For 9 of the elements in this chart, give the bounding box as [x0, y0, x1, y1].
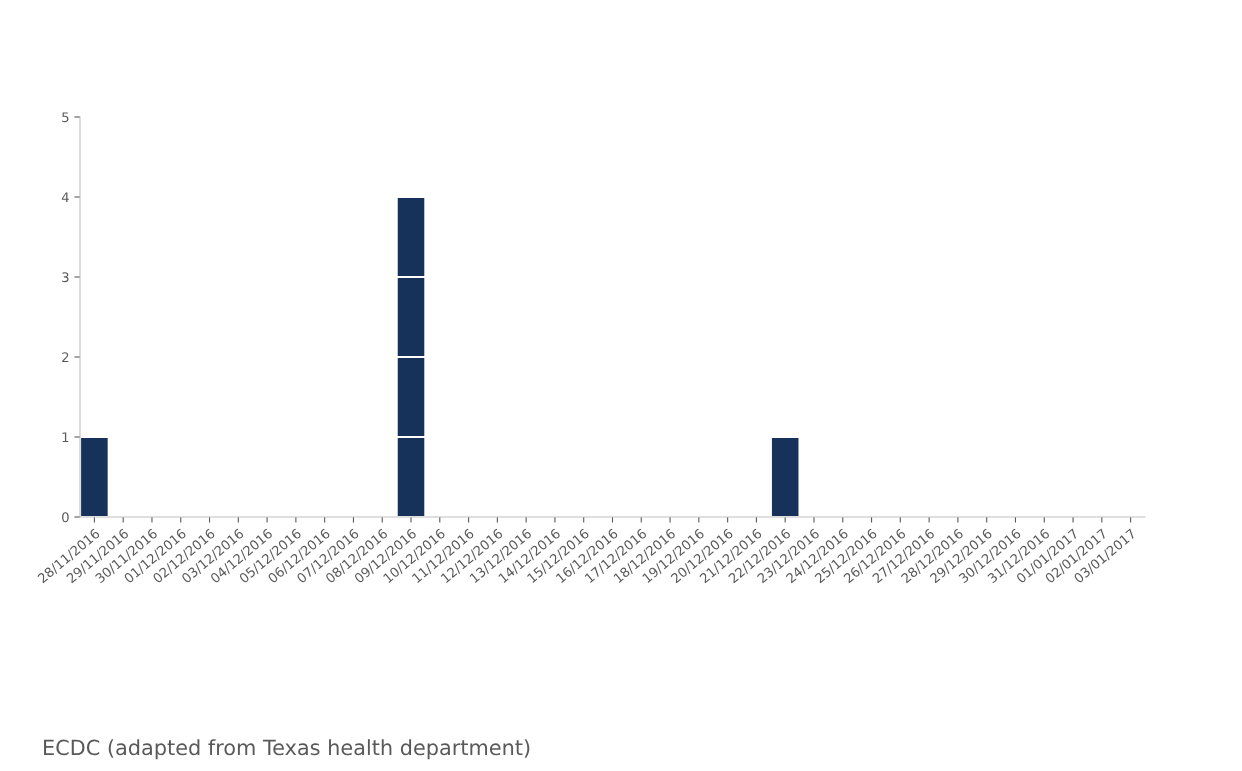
bar	[769, 435, 801, 517]
y-tick-label: 3	[62, 272, 69, 283]
y-tick-label: 2	[62, 352, 69, 363]
y-tick-label: 4	[61, 192, 69, 203]
y-tick-label: 0	[62, 512, 69, 523]
bar	[80, 435, 110, 517]
y-tick-label: 5	[62, 112, 69, 123]
text: ECDC (adapted from Texas health department)	[44, 739, 530, 760]
y-tick-label: 1	[62, 432, 69, 443]
